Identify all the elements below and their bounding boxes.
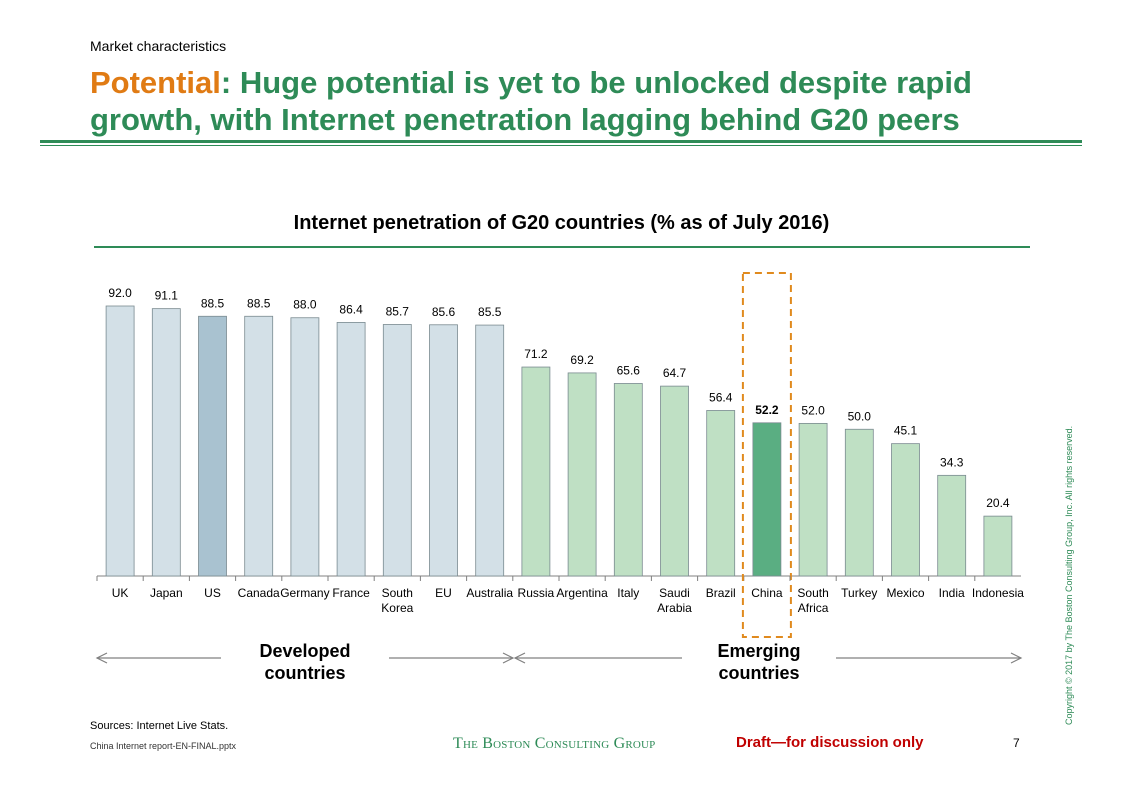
developed-label-line1: Developed bbox=[259, 641, 351, 661]
sources-note: Sources: Internet Live Stats. bbox=[90, 720, 229, 732]
bar-mexico bbox=[891, 443, 920, 577]
bar-south-africa bbox=[798, 422, 828, 577]
category-label: China bbox=[751, 586, 783, 600]
emerging-arrow-right bbox=[836, 652, 1023, 664]
emerging-label-line1: Emerging bbox=[717, 641, 801, 661]
bar-india bbox=[937, 474, 967, 577]
data-label: 88.5 bbox=[247, 296, 271, 310]
bar-south-korea bbox=[382, 324, 412, 577]
title-divider bbox=[40, 140, 1082, 143]
data-label: 92.0 bbox=[108, 286, 132, 300]
bar-germany bbox=[290, 317, 320, 577]
data-label: 71.2 bbox=[524, 347, 548, 361]
category-label: Russia bbox=[518, 586, 555, 600]
data-label: 34.3 bbox=[940, 455, 964, 469]
bar-argentina bbox=[567, 372, 597, 577]
draft-notice: Draft—for discussion only bbox=[736, 734, 924, 751]
file-name: China Internet report-EN-FINAL.pptx bbox=[90, 741, 237, 751]
category-label: Australia bbox=[466, 586, 513, 600]
page-title: Potential: Huge potential is yet to be u… bbox=[90, 64, 1050, 138]
bar-brazil bbox=[706, 410, 736, 577]
data-label: 86.4 bbox=[339, 302, 363, 316]
data-label: 85.5 bbox=[478, 305, 502, 319]
chart-title: Internet penetration of G20 countries (%… bbox=[293, 212, 830, 234]
category-label: South bbox=[382, 586, 413, 600]
bar-uk bbox=[105, 305, 135, 577]
bar-france bbox=[336, 322, 366, 577]
data-label: 20.4 bbox=[986, 496, 1010, 510]
category-label: France bbox=[332, 586, 370, 600]
bar-australia bbox=[475, 324, 505, 577]
data-label: 65.6 bbox=[617, 363, 641, 377]
data-label: 52.2 bbox=[755, 403, 779, 417]
developed-label-line2: countries bbox=[264, 663, 346, 683]
data-label: 64.7 bbox=[663, 366, 687, 380]
data-label: 88.0 bbox=[293, 298, 317, 312]
category-label: Argentina bbox=[556, 586, 608, 600]
page-number: 7 bbox=[1013, 736, 1020, 750]
category-label: Saudi bbox=[659, 586, 690, 600]
category-label: Canada bbox=[238, 586, 280, 600]
data-label: 85.6 bbox=[432, 305, 456, 319]
china-highlight-box bbox=[741, 272, 792, 638]
data-label: 85.7 bbox=[386, 304, 410, 318]
category-label: Japan bbox=[150, 586, 183, 600]
category-label: Indonesia bbox=[972, 586, 1024, 600]
bcg-logo: The Boston Consulting Group bbox=[453, 735, 655, 753]
category-label: Mexico bbox=[886, 586, 924, 600]
category-label: Germany bbox=[280, 586, 329, 600]
data-label: 88.5 bbox=[201, 296, 225, 310]
category-label: US bbox=[204, 586, 221, 600]
copyright-notice: Copyright © 2017 by The Boston Consultin… bbox=[1064, 425, 1074, 725]
data-label: 45.1 bbox=[894, 424, 918, 438]
bar-us bbox=[198, 315, 227, 577]
category-label: Korea bbox=[381, 601, 413, 615]
category-label: Turkey bbox=[841, 586, 877, 600]
category-label: Africa bbox=[798, 601, 829, 615]
emerging-arrow-left bbox=[513, 652, 682, 664]
bar-china bbox=[752, 422, 782, 577]
emerging-countries-label: Emerging countries bbox=[679, 640, 839, 684]
bar-indonesia bbox=[983, 515, 1013, 577]
data-label: 56.4 bbox=[709, 390, 733, 404]
bar-canada bbox=[244, 315, 274, 577]
category-label: South bbox=[797, 586, 828, 600]
section-label: Market characteristics bbox=[90, 38, 227, 54]
data-label: 69.2 bbox=[570, 353, 594, 367]
bar-turkey bbox=[844, 428, 874, 577]
category-label: EU bbox=[435, 586, 452, 600]
title-highlight: Potential bbox=[90, 65, 221, 100]
category-label: Brazil bbox=[706, 586, 736, 600]
title-rest: : Huge potential is yet to be unlocked d… bbox=[90, 65, 972, 137]
category-label: UK bbox=[112, 586, 129, 600]
bar-eu bbox=[429, 324, 458, 577]
logo-text: The Boston Consulting Group bbox=[453, 735, 656, 752]
title-divider-thin bbox=[40, 145, 1082, 146]
developed-arrow-right bbox=[389, 652, 515, 664]
data-label: 52.0 bbox=[801, 403, 825, 417]
bar-saudi-arabia bbox=[660, 385, 689, 577]
data-label: 50.0 bbox=[848, 409, 872, 423]
bar-japan bbox=[151, 308, 181, 577]
data-label: 91.1 bbox=[155, 289, 179, 303]
category-label: Italy bbox=[617, 586, 639, 600]
bar-russia bbox=[521, 366, 551, 577]
category-label: India bbox=[939, 586, 965, 600]
chart-title-divider bbox=[94, 246, 1030, 248]
developed-countries-label: Developed countries bbox=[225, 640, 385, 684]
category-label: Arabia bbox=[657, 601, 692, 615]
bar-italy bbox=[613, 383, 643, 577]
developed-arrow-left bbox=[95, 652, 221, 664]
emerging-label-line2: countries bbox=[718, 663, 800, 683]
